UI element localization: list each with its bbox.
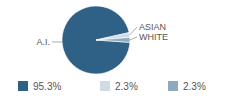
legend-label: 2.3% <box>183 81 206 92</box>
leader-line <box>130 37 137 40</box>
legend-swatch <box>100 81 110 91</box>
legend-label: 2.3% <box>115 81 138 92</box>
legend-swatch <box>18 81 28 91</box>
slice-label: ASIAN <box>139 22 166 32</box>
leader-line <box>52 42 63 43</box>
slice-label: WHITE <box>139 32 168 42</box>
pie <box>62 6 130 74</box>
leader-line <box>130 27 137 35</box>
legend: 95.3% 2.3% 2.3% <box>18 81 206 92</box>
slice-labels: A.I. ASIANWHITE <box>36 22 168 47</box>
chart: A.I. ASIANWHITE 95.3% 2.3% 2.3% <box>0 0 240 100</box>
pie-slice <box>96 37 130 42</box>
legend-swatch <box>168 81 178 91</box>
pie-slice <box>62 6 130 74</box>
legend-label: 95.3% <box>33 81 61 92</box>
slice-label: A.I. <box>36 37 50 47</box>
